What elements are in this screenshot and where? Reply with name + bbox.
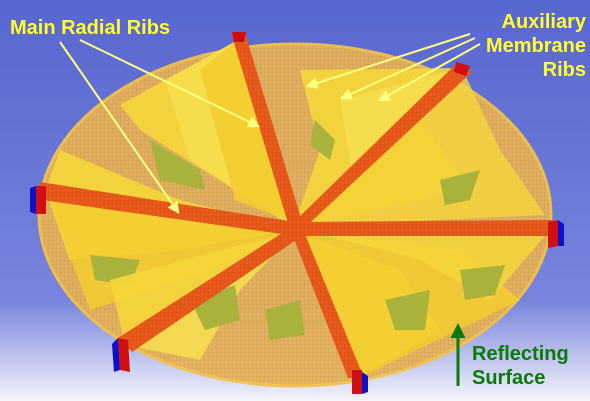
- auxiliary-membrane-ribs-label: Auxiliary Membrane Ribs: [486, 10, 586, 82]
- reflecting-label-line-1: Reflecting: [472, 343, 569, 365]
- aux-rib-arrow-3: [377, 43, 481, 102]
- aux-label-line-2: Membrane: [485, 35, 586, 57]
- hub-bottom: [352, 370, 362, 394]
- main-rib-arrow-1: [59, 41, 180, 214]
- hub-left: [36, 186, 46, 214]
- main-radial-ribs-label: Main Radial Ribs: [10, 16, 170, 40]
- hub-top: [232, 32, 246, 42]
- main-rib-arrow-2: [79, 39, 261, 128]
- hub-right: [548, 220, 558, 248]
- hub-top-right: [454, 62, 470, 76]
- aux-rib-arrow-2: [339, 37, 476, 100]
- reflecting-label-line-2: Surface: [472, 367, 546, 389]
- aux-label-line-1: Auxiliary: [501, 11, 586, 33]
- aux-rib-arrow-1: [305, 33, 471, 89]
- callout-arrows: [59, 33, 481, 386]
- hub-bottom-left: [118, 338, 130, 372]
- aux-label-line-3: Ribs: [542, 59, 586, 81]
- main-radial-ribs: [40, 36, 552, 378]
- reflecting-surface-label: Reflecting Surface: [472, 342, 569, 390]
- rib-mounting-hubs: [30, 32, 564, 394]
- main-radial-ribs-text: Main Radial Ribs: [10, 17, 171, 39]
